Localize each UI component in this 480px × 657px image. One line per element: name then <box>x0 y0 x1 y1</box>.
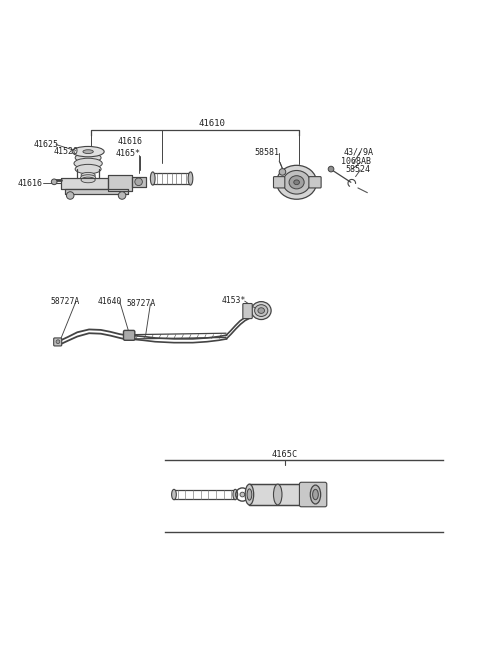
Ellipse shape <box>74 158 102 169</box>
Text: 1068AB: 1068AB <box>341 156 372 166</box>
Text: 43//9A: 43//9A <box>344 147 374 156</box>
Text: 58581: 58581 <box>254 148 279 157</box>
Ellipse shape <box>283 171 310 194</box>
Ellipse shape <box>258 307 264 313</box>
Circle shape <box>56 340 60 344</box>
Ellipse shape <box>254 305 268 317</box>
Ellipse shape <box>312 489 318 500</box>
Polygon shape <box>61 177 108 189</box>
Circle shape <box>66 192 74 199</box>
Ellipse shape <box>245 484 253 505</box>
Text: 58727A: 58727A <box>50 297 80 306</box>
Text: 41625: 41625 <box>34 140 59 149</box>
Text: 4153*: 4153* <box>222 296 246 305</box>
Text: 41520: 41520 <box>54 147 79 156</box>
Ellipse shape <box>75 153 101 162</box>
Text: 58727A: 58727A <box>127 299 156 308</box>
Circle shape <box>240 492 245 497</box>
FancyBboxPatch shape <box>309 177 321 188</box>
Circle shape <box>135 178 143 185</box>
Ellipse shape <box>172 489 176 500</box>
Text: 41616: 41616 <box>118 137 143 146</box>
Ellipse shape <box>83 150 93 154</box>
Text: 41616: 41616 <box>17 179 42 188</box>
FancyBboxPatch shape <box>243 304 252 319</box>
Ellipse shape <box>247 489 252 500</box>
Ellipse shape <box>81 177 95 183</box>
Text: 41610: 41610 <box>198 119 225 128</box>
Circle shape <box>279 169 286 175</box>
Ellipse shape <box>310 485 321 504</box>
Circle shape <box>328 166 334 172</box>
Polygon shape <box>64 189 128 194</box>
Ellipse shape <box>81 172 95 178</box>
Text: 41640: 41640 <box>97 297 122 306</box>
Ellipse shape <box>289 175 304 189</box>
Ellipse shape <box>75 164 101 174</box>
Ellipse shape <box>81 175 96 181</box>
Ellipse shape <box>233 489 238 500</box>
Ellipse shape <box>72 147 104 157</box>
Polygon shape <box>250 484 306 505</box>
Ellipse shape <box>274 484 282 505</box>
Text: 58524: 58524 <box>345 164 370 173</box>
Ellipse shape <box>276 166 317 199</box>
FancyBboxPatch shape <box>274 177 285 188</box>
FancyBboxPatch shape <box>54 338 62 346</box>
Circle shape <box>118 192 126 199</box>
FancyBboxPatch shape <box>123 330 135 340</box>
Polygon shape <box>132 177 145 187</box>
Text: 4165C: 4165C <box>272 451 298 459</box>
Ellipse shape <box>294 180 300 185</box>
Ellipse shape <box>252 302 271 319</box>
Ellipse shape <box>188 172 193 185</box>
Ellipse shape <box>150 172 155 185</box>
Text: 4165*: 4165* <box>116 150 141 158</box>
Circle shape <box>51 179 57 185</box>
FancyBboxPatch shape <box>300 482 327 507</box>
Polygon shape <box>108 175 132 191</box>
